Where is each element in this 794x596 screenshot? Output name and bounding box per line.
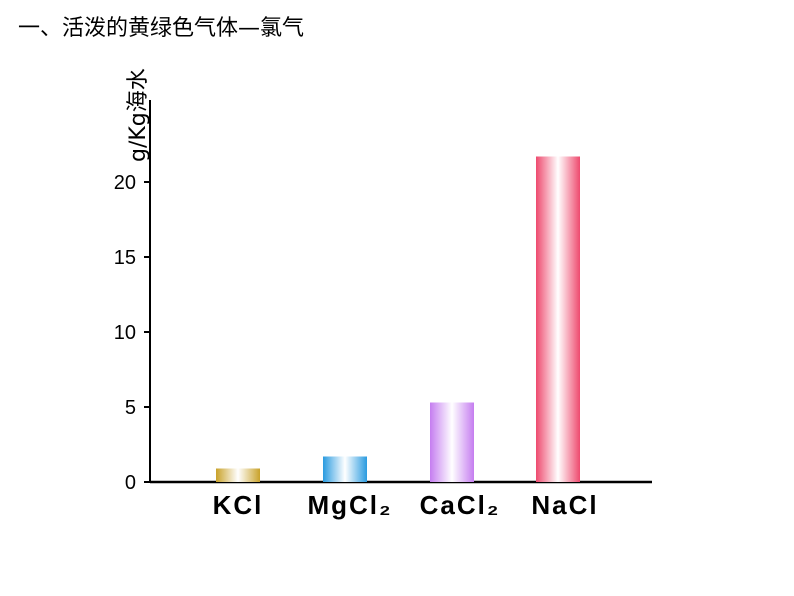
bar-cacl₂: [430, 402, 474, 482]
chart-labels: 0 5 10 15 20 KCl MgCl₂ CaCl₂ NaCl: [114, 172, 598, 520]
chart-bars: [216, 156, 580, 482]
y-tick-label: 0: [125, 472, 136, 494]
y-tick-label: 15: [114, 247, 136, 269]
x-category-label: CaCl₂: [420, 490, 501, 520]
y-tick-label: 10: [114, 322, 136, 344]
y-tick-label: 20: [114, 172, 136, 194]
x-category-label: MgCl₂: [307, 490, 392, 520]
y-tick-label: 5: [125, 397, 136, 419]
bar-kcl: [216, 468, 260, 482]
x-category-label: KCl: [213, 490, 264, 520]
bar-mgcl₂: [323, 456, 367, 482]
x-category-label: NaCl: [531, 490, 598, 520]
bar-nacl: [536, 156, 580, 482]
y-axis-title: g/Kg海水: [126, 68, 151, 162]
slide-title: 一、活泼的黄绿色气体—氯气: [18, 16, 305, 41]
